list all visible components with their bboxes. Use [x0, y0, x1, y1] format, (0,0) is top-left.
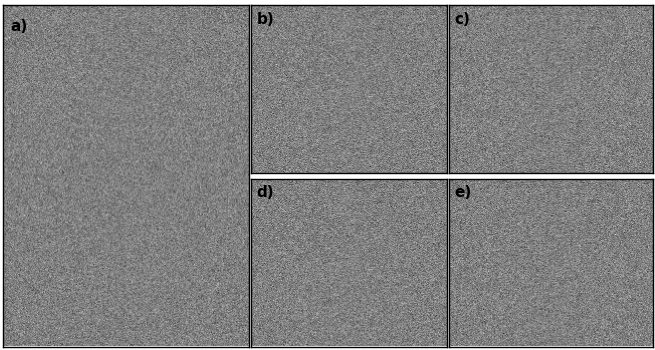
Text: a): a) — [10, 19, 28, 34]
Text: d): d) — [257, 185, 274, 200]
Text: e): e) — [455, 185, 472, 200]
Text: c): c) — [455, 12, 471, 27]
Text: b): b) — [257, 12, 274, 27]
